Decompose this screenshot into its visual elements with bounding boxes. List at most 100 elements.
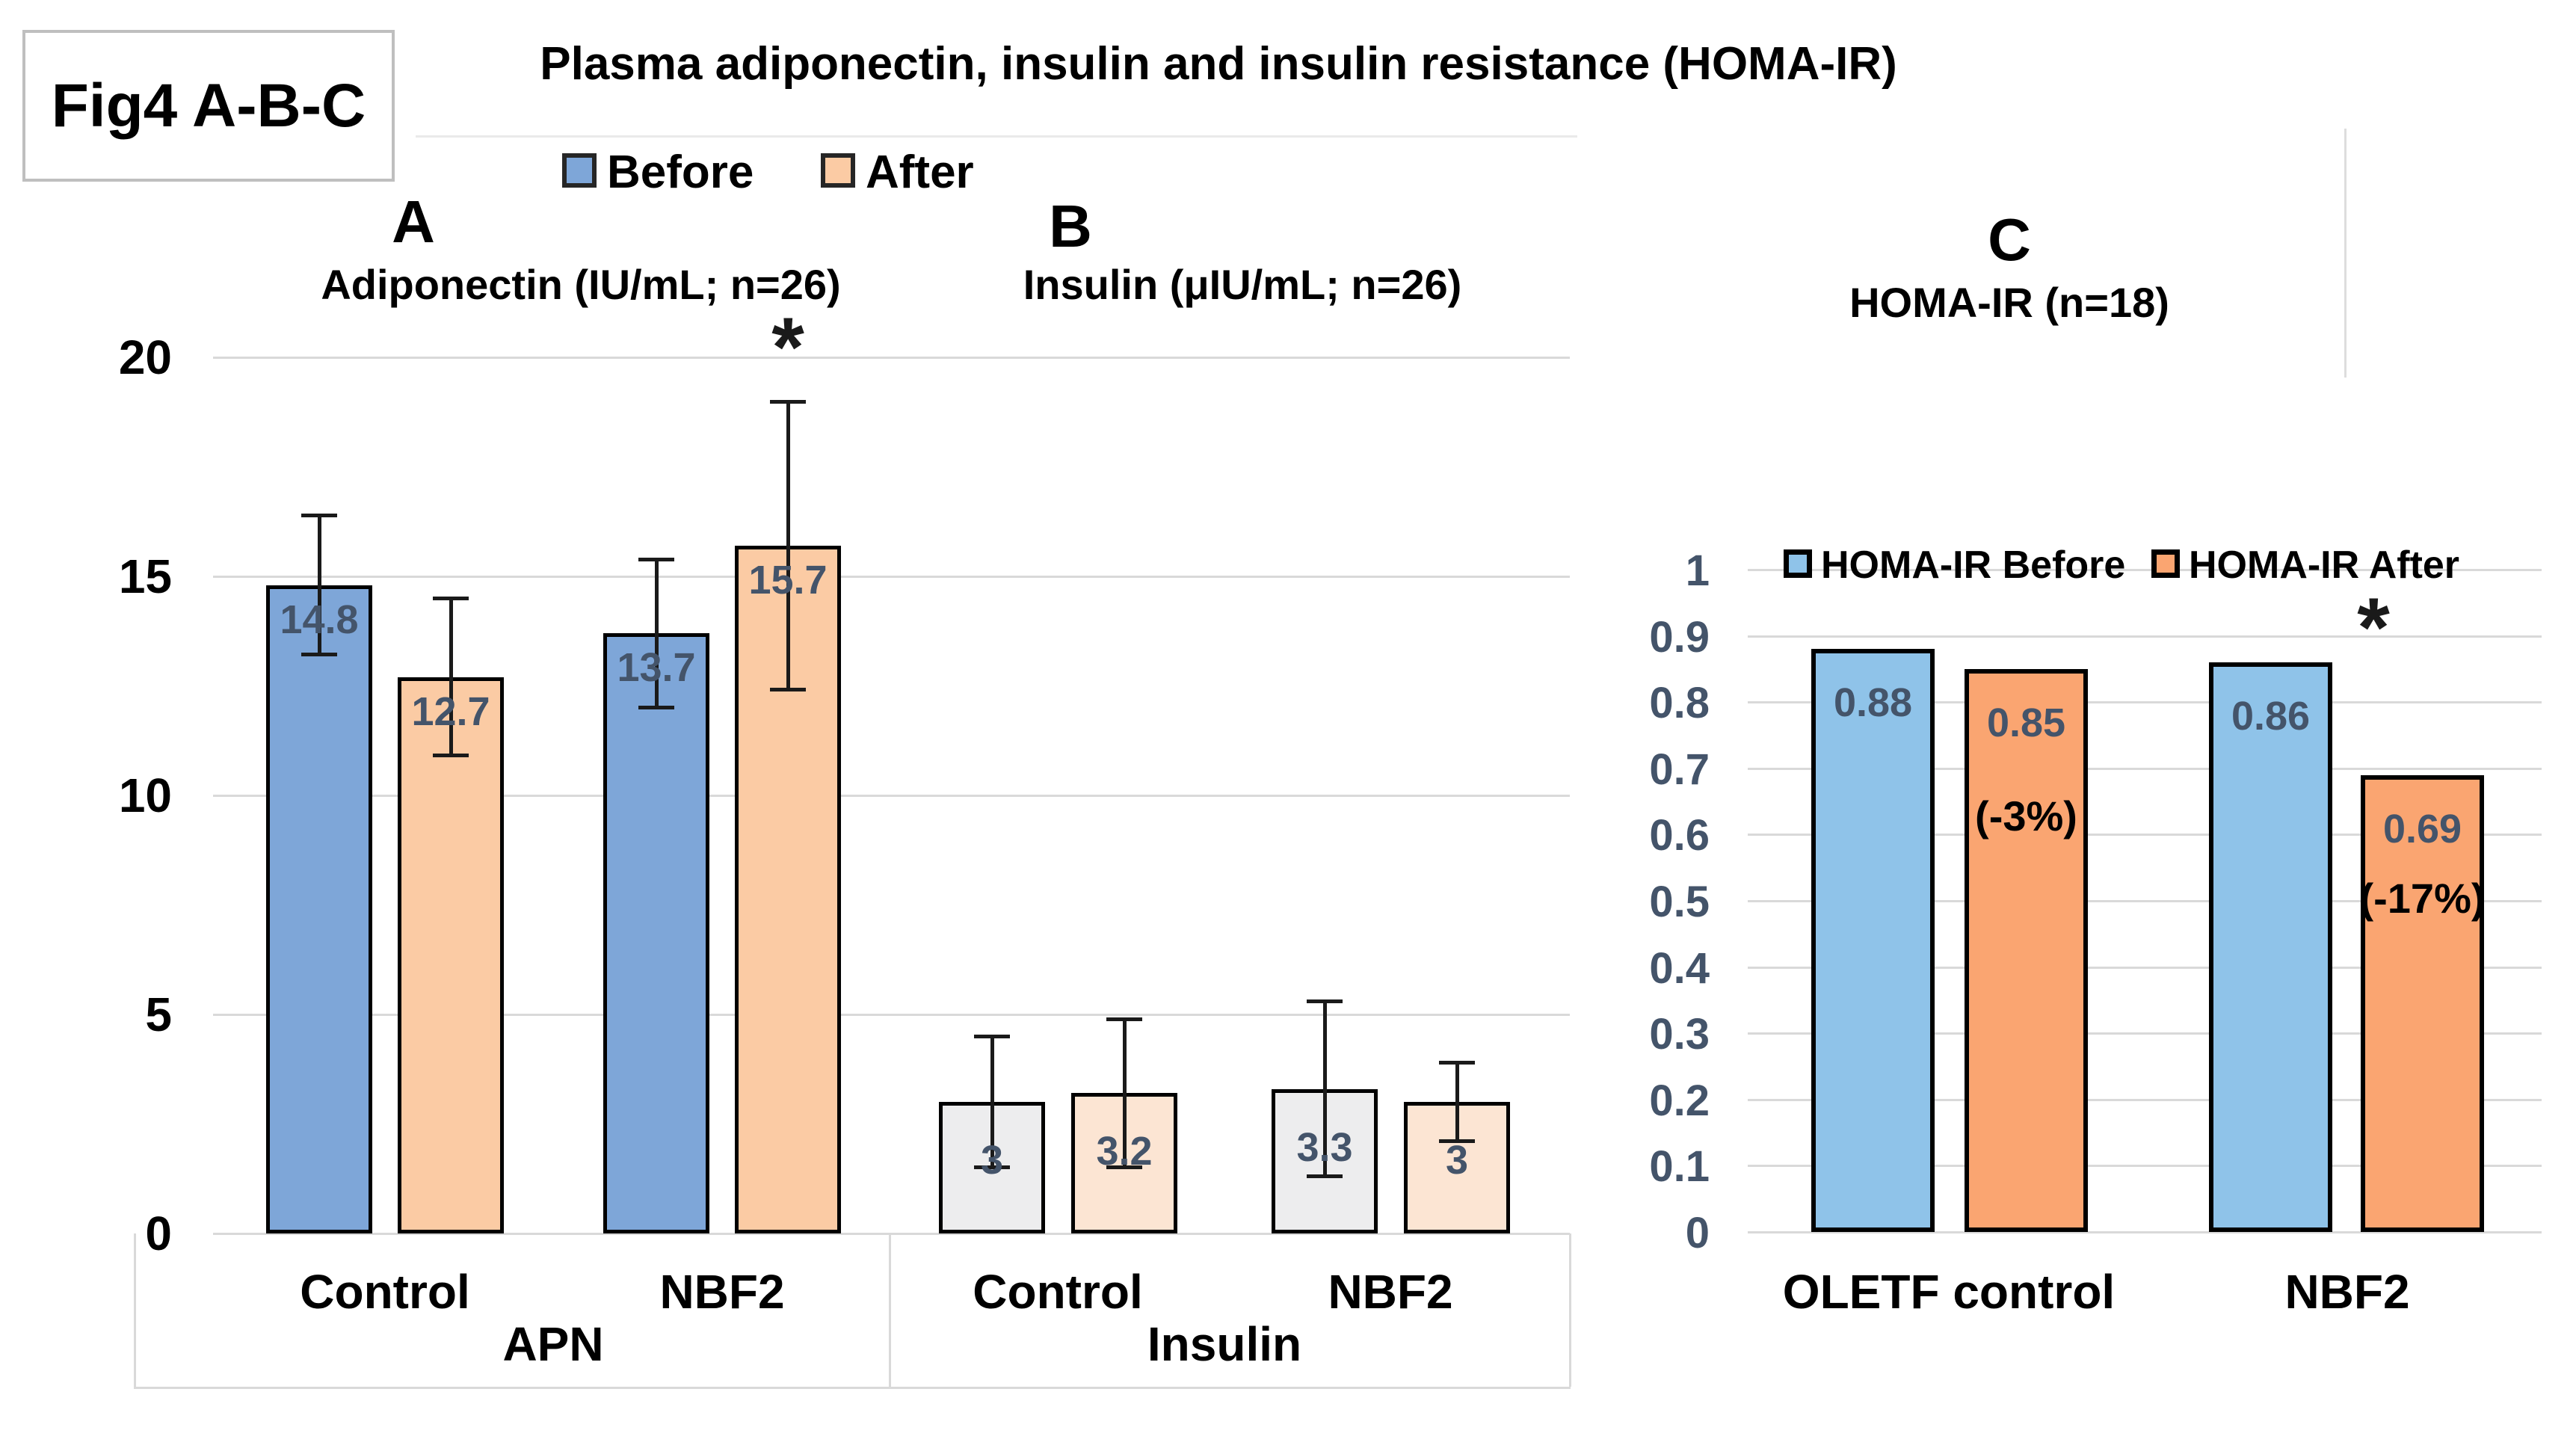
panel-letter-B: B <box>1049 193 1092 259</box>
bar-value-label: 15.7 <box>748 557 828 603</box>
gridline-left-axis <box>213 576 1570 578</box>
category-label: NBF2 <box>659 1265 785 1319</box>
y-axis-tick-label-left: 5 <box>145 988 172 1041</box>
gridline-left-axis <box>213 357 1570 359</box>
gridline-right-axis <box>1748 701 2542 704</box>
bar-value-label: 0.86 <box>2231 694 2311 739</box>
error-bar-cap-bottom <box>638 705 674 709</box>
error-bar-cap-top <box>1106 1017 1142 1021</box>
y-axis-tick-label-right: 0.9 <box>1649 612 1710 662</box>
bar-C-HOMA-IR-Before-OLETF-control <box>1811 649 1935 1232</box>
bar-value-label: 3 <box>1445 1138 1469 1183</box>
error-bar-line <box>449 598 453 757</box>
gridline-right-axis <box>1748 569 2542 571</box>
gridline-right-axis <box>1748 767 2542 770</box>
y-axis-tick-label-right: 1 <box>1685 546 1710 595</box>
bar-value-label: 0.69 <box>2382 806 2462 851</box>
legend-swatch-homa-after <box>2151 549 2180 578</box>
bar-C-HOMA-IR-Before-NBF2 <box>2209 662 2332 1232</box>
category-axis-divider <box>1569 1233 1571 1387</box>
y-axis-tick-label-left: 20 <box>118 330 172 384</box>
gridline-right-axis <box>1748 635 2542 638</box>
error-bar-cap-bottom <box>1439 1139 1475 1143</box>
legend-swatch-before <box>562 153 597 188</box>
gridline-left-axis <box>213 795 1570 797</box>
bar-value-label: 0.85 <box>1986 700 2066 745</box>
panel-letter-C: C <box>1988 206 2031 273</box>
error-bar-line <box>317 514 321 656</box>
bar-A-After-Control <box>398 677 504 1233</box>
figure-label-box: Fig4 A-B-C <box>22 30 395 182</box>
error-bar-line <box>654 558 659 708</box>
error-bar-cap-bottom <box>1106 1165 1142 1170</box>
error-bar-cap-top <box>433 597 469 601</box>
error-bar-cap-top <box>1307 999 1343 1004</box>
y-axis-tick-label-right: 0.1 <box>1649 1142 1710 1192</box>
bar-C-HOMA-IR-After-OLETF-control <box>1965 668 2088 1232</box>
bar-value-label: 3.3 <box>1296 1124 1353 1170</box>
error-bar-cap-top <box>301 513 337 517</box>
y-axis-tick-label-right: 0.3 <box>1649 1010 1710 1059</box>
panel-subtitle-C: HOMA-IR (n=18) <box>1849 279 2169 326</box>
error-bar-cap-top <box>770 399 806 404</box>
gridline-right-axis <box>1748 834 2542 837</box>
bar-value-label: 0.88 <box>1833 680 1913 726</box>
error-bar-line <box>1322 1001 1327 1177</box>
category-group-label: APN <box>502 1317 604 1371</box>
significance-asterisk-A: * <box>771 301 804 394</box>
y-axis-tick-label-right: 0.8 <box>1649 679 1710 728</box>
bar-percent-annotation: (-3%) <box>1975 792 2077 840</box>
bar-A-Before-Control <box>266 585 372 1233</box>
gridline-left-axis <box>213 1014 1570 1016</box>
error-bar-cap-bottom <box>433 754 469 758</box>
title-box-right-border-line <box>2344 129 2347 378</box>
category-axis-bottom-border <box>134 1387 1571 1389</box>
error-bar-cap-bottom <box>301 653 337 657</box>
legend-swatch-after <box>821 153 855 188</box>
y-axis-tick-label-right: 0.4 <box>1649 943 1710 993</box>
y-axis-tick-label-right: 0.5 <box>1649 878 1710 926</box>
panel-subtitle-B: Insulin (μIU/mL; n=26) <box>1023 261 1462 308</box>
category-axis-divider <box>889 1233 891 1387</box>
chart-top-border-line <box>416 135 1577 138</box>
gridline-right-axis <box>1748 1098 2542 1101</box>
legend-swatch-homa-before <box>1784 549 1812 578</box>
y-axis-tick-label-right: 0.6 <box>1649 811 1710 860</box>
error-bar-cap-bottom <box>770 688 806 692</box>
gridline-right-axis <box>1748 966 2542 969</box>
category-group-label: Insulin <box>1147 1317 1302 1371</box>
category-label: Control <box>973 1265 1143 1319</box>
bar-value-label: 13.7 <box>617 645 696 691</box>
error-bar-line <box>786 401 790 691</box>
gridline-right-axis <box>1748 1032 2542 1035</box>
category-label: NBF2 <box>1328 1265 1453 1319</box>
error-bar-cap-top <box>1439 1061 1475 1065</box>
bar-A-Before-NBF2 <box>603 633 709 1233</box>
error-bar-line <box>1455 1062 1459 1142</box>
category-label: NBF2 <box>2284 1265 2410 1319</box>
y-axis-tick-label-left: 15 <box>118 549 172 603</box>
legend-item-label: Before <box>607 147 754 198</box>
gridline-right-axis <box>1748 900 2542 902</box>
category-axis-divider <box>134 1233 136 1387</box>
bar-C-HOMA-IR-After-NBF2 <box>2361 774 2484 1232</box>
gridline-right-axis <box>1748 1231 2542 1233</box>
legend-item-label: HOMA-IR Before <box>1821 543 2126 587</box>
error-bar-cap-top <box>638 557 674 561</box>
y-axis-tick-label-left: 0 <box>145 1207 172 1260</box>
bar-value-label: 14.8 <box>280 597 359 642</box>
category-label: OLETF control <box>1782 1265 2116 1319</box>
figure-title: Plasma adiponectin, insulin and insulin … <box>540 38 1897 90</box>
panel-letter-A: A <box>392 188 435 255</box>
panel-subtitle-A: Adiponectin (IU/mL; n=26) <box>321 261 841 308</box>
bar-value-label: 3 <box>980 1138 1004 1183</box>
y-axis-tick-label-right: 0 <box>1685 1209 1710 1257</box>
significance-asterisk-C: * <box>2357 581 2390 674</box>
error-bar-cap-top <box>974 1035 1010 1039</box>
error-bar-line <box>990 1036 994 1168</box>
bar-value-label: 12.7 <box>411 689 490 734</box>
category-label: Control <box>300 1265 470 1319</box>
y-axis-tick-label-right: 0.7 <box>1649 745 1710 794</box>
error-bar-line <box>1122 1018 1127 1168</box>
